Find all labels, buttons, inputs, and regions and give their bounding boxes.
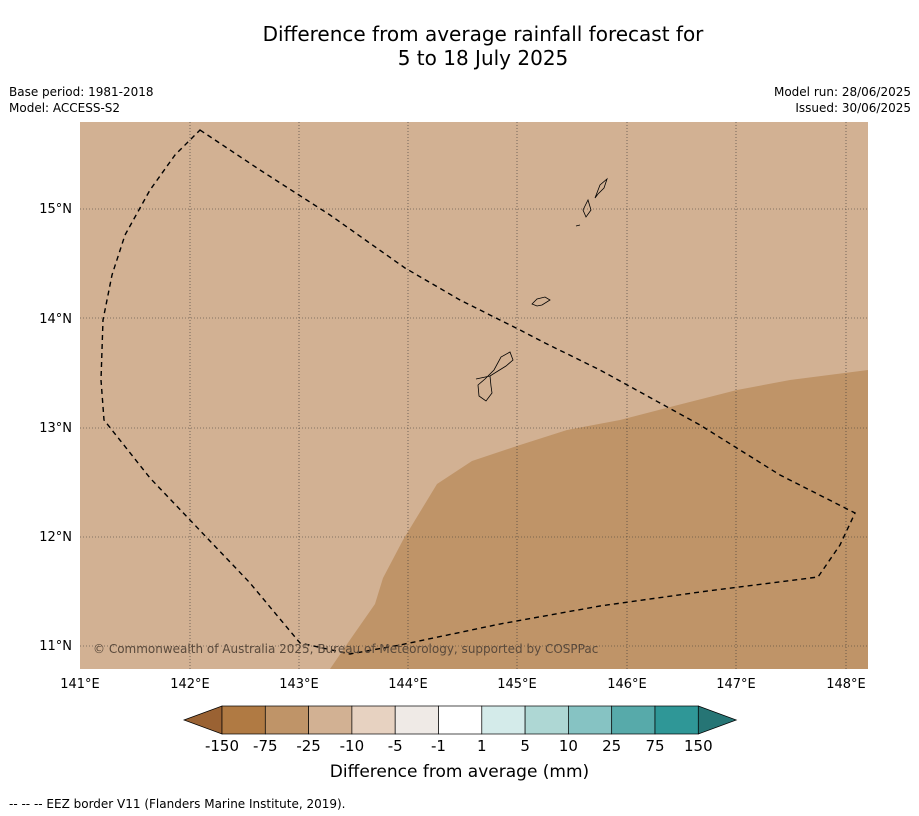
- lon-label-141: 141°E: [60, 677, 100, 692]
- colorbar-title: Difference from average (mm): [329, 762, 590, 782]
- colorbar-segment: [351, 705, 396, 735]
- lon-label-146: 146°E: [607, 677, 647, 692]
- issued-date: Issued: 30/06/2025: [795, 101, 911, 115]
- lon-label-145: 145°E: [497, 677, 537, 692]
- colorbar-segment: [438, 705, 483, 735]
- colorbar-tick-label: -1: [431, 737, 446, 755]
- colorbar-segment: [481, 705, 526, 735]
- colorbar-extend-low: [182, 705, 223, 735]
- colorbar-segment: [568, 705, 613, 735]
- island-aguijan: [575, 224, 581, 227]
- chart-title: Difference from average rainfall forecas…: [0, 22, 919, 70]
- colorbar-segment: [611, 705, 656, 735]
- title-line-1: Difference from average rainfall forecas…: [262, 22, 704, 46]
- lon-label-148: 148°E: [826, 677, 866, 692]
- colorbar-segment: [654, 705, 699, 735]
- colorbar-tick-label: 10: [558, 737, 578, 755]
- eez-legend: -- -- -- EEZ border V11 (Flanders Marine…: [9, 797, 346, 811]
- colorbar-segment: [524, 705, 569, 735]
- drier-region: [330, 370, 868, 669]
- colorbar-tick-label: 5: [520, 737, 530, 755]
- colorbar-segment: [308, 705, 353, 735]
- lon-label-147: 147°E: [716, 677, 756, 692]
- model-name: Model: ACCESS-S2: [9, 101, 121, 115]
- longitude-labels: 141°E 142°E 143°E 144°E 145°E 146°E 147°…: [60, 677, 866, 692]
- island-saipan: [594, 177, 608, 199]
- title-line-2: 5 to 18 July 2025: [397, 46, 569, 70]
- colorbar-tick-label: 75: [645, 737, 665, 755]
- lat-label-13: 13°N: [39, 421, 72, 436]
- colorbar: [182, 705, 738, 735]
- colorbar-segment: [394, 705, 439, 735]
- meta-left: Base period: 1981-2018 Model: ACCESS-S2: [9, 84, 154, 116]
- island-rota: [531, 296, 551, 307]
- island-tinian: [582, 198, 592, 218]
- colorbar-tick-label: -10: [339, 737, 365, 755]
- lon-label-142: 142°E: [170, 677, 210, 692]
- colorbar-tick-label: -5: [387, 737, 403, 755]
- colorbar-tick-label: 150: [683, 737, 713, 755]
- colorbar-tick-label: -25: [296, 737, 321, 755]
- latitude-labels: 15°N 14°N 13°N 12°N 11°N: [39, 202, 72, 654]
- islands: [475, 177, 608, 402]
- colorbar-extend-high: [697, 705, 738, 735]
- lon-label-143: 143°E: [279, 677, 319, 692]
- lat-label-14: 14°N: [39, 312, 72, 327]
- model-run: Model run: 28/06/2025: [773, 85, 911, 99]
- lon-label-144: 144°E: [388, 677, 428, 692]
- colorbar-tick-label: 25: [602, 737, 622, 755]
- island-guam: [475, 351, 514, 402]
- colorbar-tick-label: -150: [204, 737, 240, 755]
- base-period: Base period: 1981-2018: [9, 85, 154, 99]
- eez-border: [100, 129, 856, 655]
- lat-label-11: 11°N: [39, 639, 72, 654]
- meta-right: Model run: 28/06/2025 Issued: 30/06/2025: [774, 84, 911, 116]
- colorbar-segment: [264, 705, 309, 735]
- colorbar-tick-label: 1: [477, 737, 487, 755]
- lat-label-15: 15°N: [39, 202, 72, 217]
- copyright-text: © Commonwealth of Australia 2025, Bureau…: [93, 642, 598, 656]
- colorbar-segment: [221, 705, 266, 735]
- gridlines: [80, 122, 868, 669]
- lat-label-12: 12°N: [39, 530, 72, 545]
- colorbar-tick-label: -75: [253, 737, 278, 755]
